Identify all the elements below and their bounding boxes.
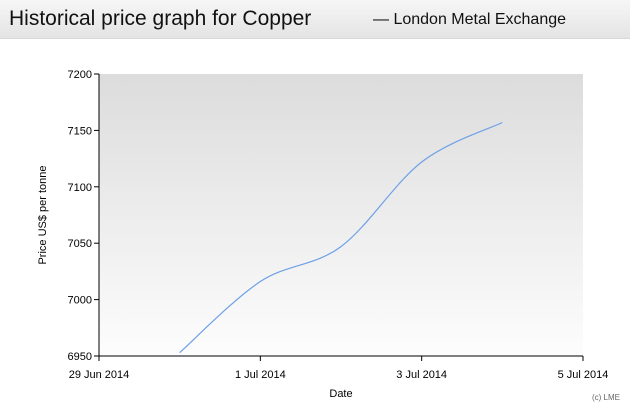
y-tick-label: 7100 — [68, 182, 92, 194]
x-tick-label: 29 Jun 2014 — [69, 369, 130, 381]
y-tick-label: 7150 — [68, 125, 92, 137]
x-tick-label: 1 Jul 2014 — [235, 369, 286, 381]
page-subtitle: — London Metal Exchange — [373, 11, 567, 28]
credit: (c) LME — [592, 393, 620, 402]
x-axis-label: Date — [329, 388, 352, 400]
x-tick-label: 5 Jul 2014 — [558, 369, 609, 381]
page-title: Historical price graph for Copper — [9, 7, 312, 30]
y-tick-label: 7000 — [68, 295, 92, 307]
y-tick-label: 6950 — [68, 351, 92, 363]
y-tick-label: 7050 — [68, 238, 92, 250]
y-axis-label: Price US$ per tonne — [37, 165, 49, 264]
plot-area — [99, 74, 583, 356]
x-tick-label: 3 Jul 2014 — [396, 369, 447, 381]
header: Historical price graph for Copper — Lond… — [0, 0, 630, 39]
series-line — [179, 121, 503, 354]
y-tick-label: 7200 — [68, 69, 92, 81]
